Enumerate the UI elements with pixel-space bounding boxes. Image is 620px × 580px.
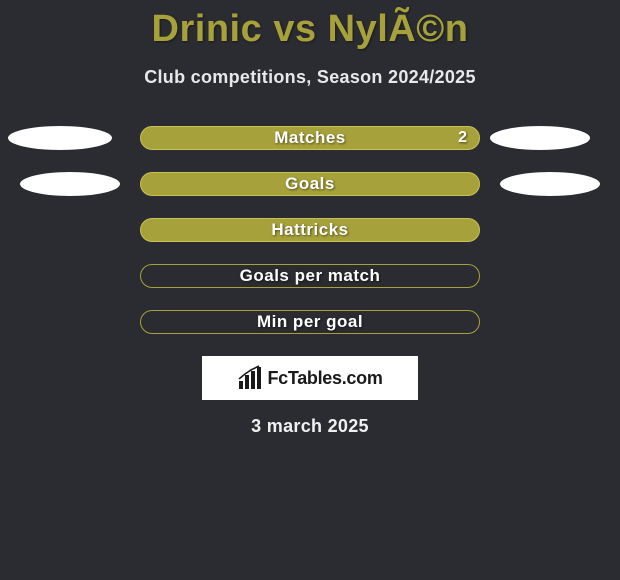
page-title: Drinic vs NylÃ©n <box>0 0 620 51</box>
left-bubble <box>20 172 120 196</box>
stat-row-mpg: Min per goal <box>0 310 620 334</box>
bar-chart-icon <box>237 365 263 391</box>
stat-row-gpm: Goals per match <box>0 264 620 288</box>
stat-value-right: 2 <box>458 129 467 147</box>
stat-row-hattricks: Hattricks <box>0 218 620 242</box>
stat-label: Matches <box>274 128 346 148</box>
stat-label: Goals per match <box>240 266 381 286</box>
stat-bar: Min per goal <box>140 310 480 334</box>
player-b-name: NylÃ©n <box>328 8 469 50</box>
subtitle: Club competitions, Season 2024/2025 <box>0 67 620 88</box>
stat-row-matches: Matches 2 <box>0 126 620 150</box>
left-bubble <box>8 126 112 150</box>
stat-bar: Hattricks <box>140 218 480 242</box>
stat-bar: Goals <box>140 172 480 196</box>
player-a-name: Drinic <box>152 8 263 50</box>
logo-text: FcTables.com <box>267 368 382 389</box>
stat-bar: Matches 2 <box>140 126 480 150</box>
stat-bar: Goals per match <box>140 264 480 288</box>
vs-label: vs <box>273 8 316 50</box>
stat-label: Min per goal <box>257 312 363 332</box>
right-bubble <box>500 172 600 196</box>
stat-label: Goals <box>285 174 335 194</box>
stats-rows: Matches 2 Goals Hattricks Goals per matc… <box>0 126 620 334</box>
date-label: 3 march 2025 <box>0 416 620 437</box>
logo-badge: FcTables.com <box>202 356 418 400</box>
right-bubble <box>490 126 590 150</box>
stat-label: Hattricks <box>271 220 348 240</box>
stat-row-goals: Goals <box>0 172 620 196</box>
